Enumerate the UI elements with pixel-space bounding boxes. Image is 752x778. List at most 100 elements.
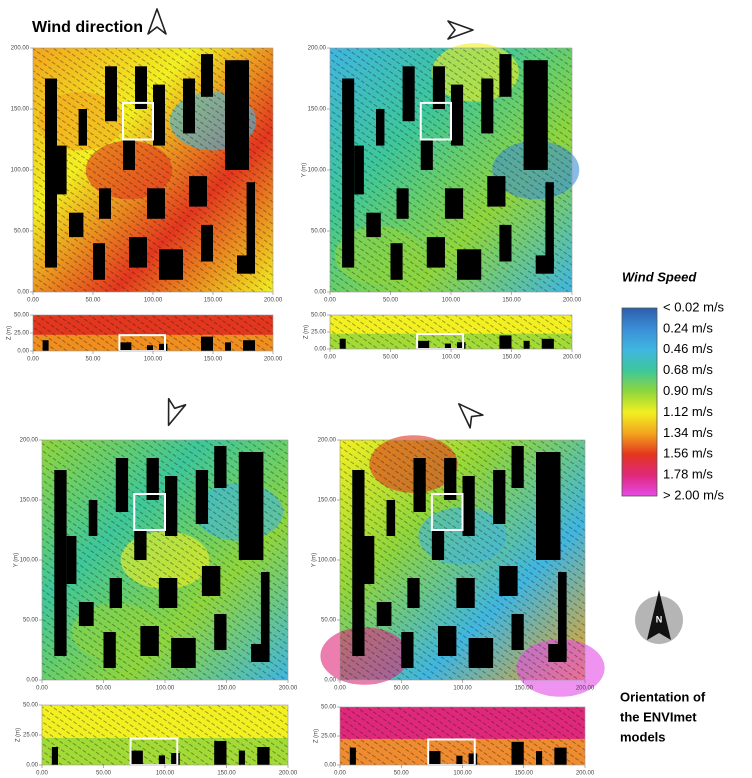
section-building	[159, 344, 167, 351]
caption-line: the ENVImet	[620, 709, 697, 724]
section-building	[350, 748, 356, 765]
section-building	[119, 342, 131, 351]
x-tick-label: 200.00	[264, 298, 283, 304]
z-tick-label: 50.00	[23, 703, 39, 709]
legend-label: 0.24 m/s	[663, 320, 713, 335]
y-tick-label: 100.00	[318, 558, 337, 564]
building	[189, 176, 207, 207]
x-tick-label: 200.00	[279, 686, 298, 692]
building	[457, 249, 481, 279]
x-tick-label: 50.00	[85, 298, 101, 304]
section-building	[457, 342, 465, 349]
x-tick-label: 0.00	[324, 298, 336, 304]
y-tick-label: 0.00	[314, 290, 326, 296]
section-x-tick-label: 50.00	[383, 355, 399, 361]
section-building	[524, 341, 530, 349]
building	[247, 182, 255, 267]
building	[391, 243, 403, 280]
section-x-tick-label: 100.00	[442, 355, 461, 361]
x-tick-label: 50.00	[96, 686, 112, 692]
building	[239, 452, 264, 560]
y-axis-label: Y (m)	[312, 553, 318, 568]
y-tick-label: 200.00	[308, 46, 327, 52]
section-building	[469, 753, 478, 765]
building	[129, 237, 147, 268]
building	[69, 213, 83, 237]
section-building	[159, 755, 165, 765]
y-tick-label: 50.00	[23, 618, 39, 624]
building	[261, 572, 270, 656]
z-tick-label: 25.00	[23, 733, 39, 739]
section-x-tick-label: 50.00	[96, 771, 112, 777]
y-tick-label: 200.00	[318, 438, 337, 444]
y-tick-label: 0.00	[17, 290, 29, 296]
x-tick-label: 0.00	[334, 686, 346, 692]
section-x-tick-label: 0.00	[36, 771, 48, 777]
section-x-tick-label: 100.00	[156, 771, 175, 777]
building	[159, 578, 177, 608]
section-building	[554, 748, 566, 765]
building	[134, 530, 146, 560]
section-building	[239, 751, 245, 765]
section-building	[536, 751, 542, 765]
x-tick-label: 150.00	[217, 686, 236, 692]
y-tick-label: 0.00	[26, 678, 38, 684]
building	[427, 237, 445, 268]
x-tick-label: 50.00	[383, 298, 399, 304]
building	[481, 79, 493, 134]
y-tick-label: 150.00	[20, 498, 39, 504]
section-x-tick-label: 150.00	[217, 771, 236, 777]
building	[54, 470, 66, 656]
section-x-tick-label: 150.00	[515, 771, 534, 777]
z-axis-label: Z (m)	[16, 728, 22, 742]
building	[225, 60, 249, 170]
x-tick-label: 100.00	[144, 298, 163, 304]
panel: 0.00 50.00 100.00 150.00 200.00 0.00 50.00 100.…	[7, 9, 283, 363]
section-building	[52, 747, 58, 765]
y-tick-label: 100.00	[11, 168, 30, 174]
building	[376, 109, 384, 146]
z-tick-label: 0.00	[314, 347, 326, 353]
building	[469, 638, 494, 668]
z-tick-label: 0.00	[17, 349, 29, 355]
x-tick-label: 0.00	[27, 298, 39, 304]
building	[214, 614, 226, 650]
building	[342, 79, 354, 268]
y-tick-label: 200.00	[11, 46, 30, 52]
building	[45, 79, 57, 268]
building	[463, 476, 475, 536]
compass-label: N	[656, 614, 663, 624]
building	[354, 146, 364, 195]
building	[183, 79, 195, 134]
y-tick-label: 150.00	[11, 107, 30, 113]
y-tick-label: 100.00	[20, 558, 39, 564]
building	[499, 54, 511, 97]
y-tick-label: 150.00	[308, 107, 327, 113]
section-x-tick-label: 100.00	[453, 771, 472, 777]
legend-label: > 2.00 m/s	[663, 487, 725, 502]
legend-label: 1.78 m/s	[663, 467, 713, 482]
figure: Wind direction Wind Speed N Orientation …	[0, 0, 752, 778]
building	[57, 146, 67, 195]
section-building	[456, 756, 462, 765]
x-tick-label: 100.00	[453, 686, 472, 692]
section-x-tick-label: 0.00	[334, 771, 346, 777]
building	[93, 243, 105, 280]
section-building	[225, 342, 231, 351]
building	[512, 446, 524, 488]
legend-label: 1.56 m/s	[663, 446, 713, 461]
z-tick-label: 0.00	[26, 763, 38, 769]
section-building	[340, 339, 346, 349]
z-tick-label: 50.00	[14, 313, 30, 319]
y-axis-label: Y (m)	[302, 163, 308, 178]
section-x-tick-label: 150.00	[204, 357, 223, 363]
building	[558, 572, 567, 656]
z-tick-label: 0.00	[324, 763, 336, 769]
section-building	[201, 337, 213, 351]
x-tick-label: 150.00	[502, 298, 521, 304]
section-x-tick-label: 200.00	[563, 355, 582, 361]
y-tick-label: 50.00	[311, 229, 327, 235]
section-building	[131, 751, 143, 765]
